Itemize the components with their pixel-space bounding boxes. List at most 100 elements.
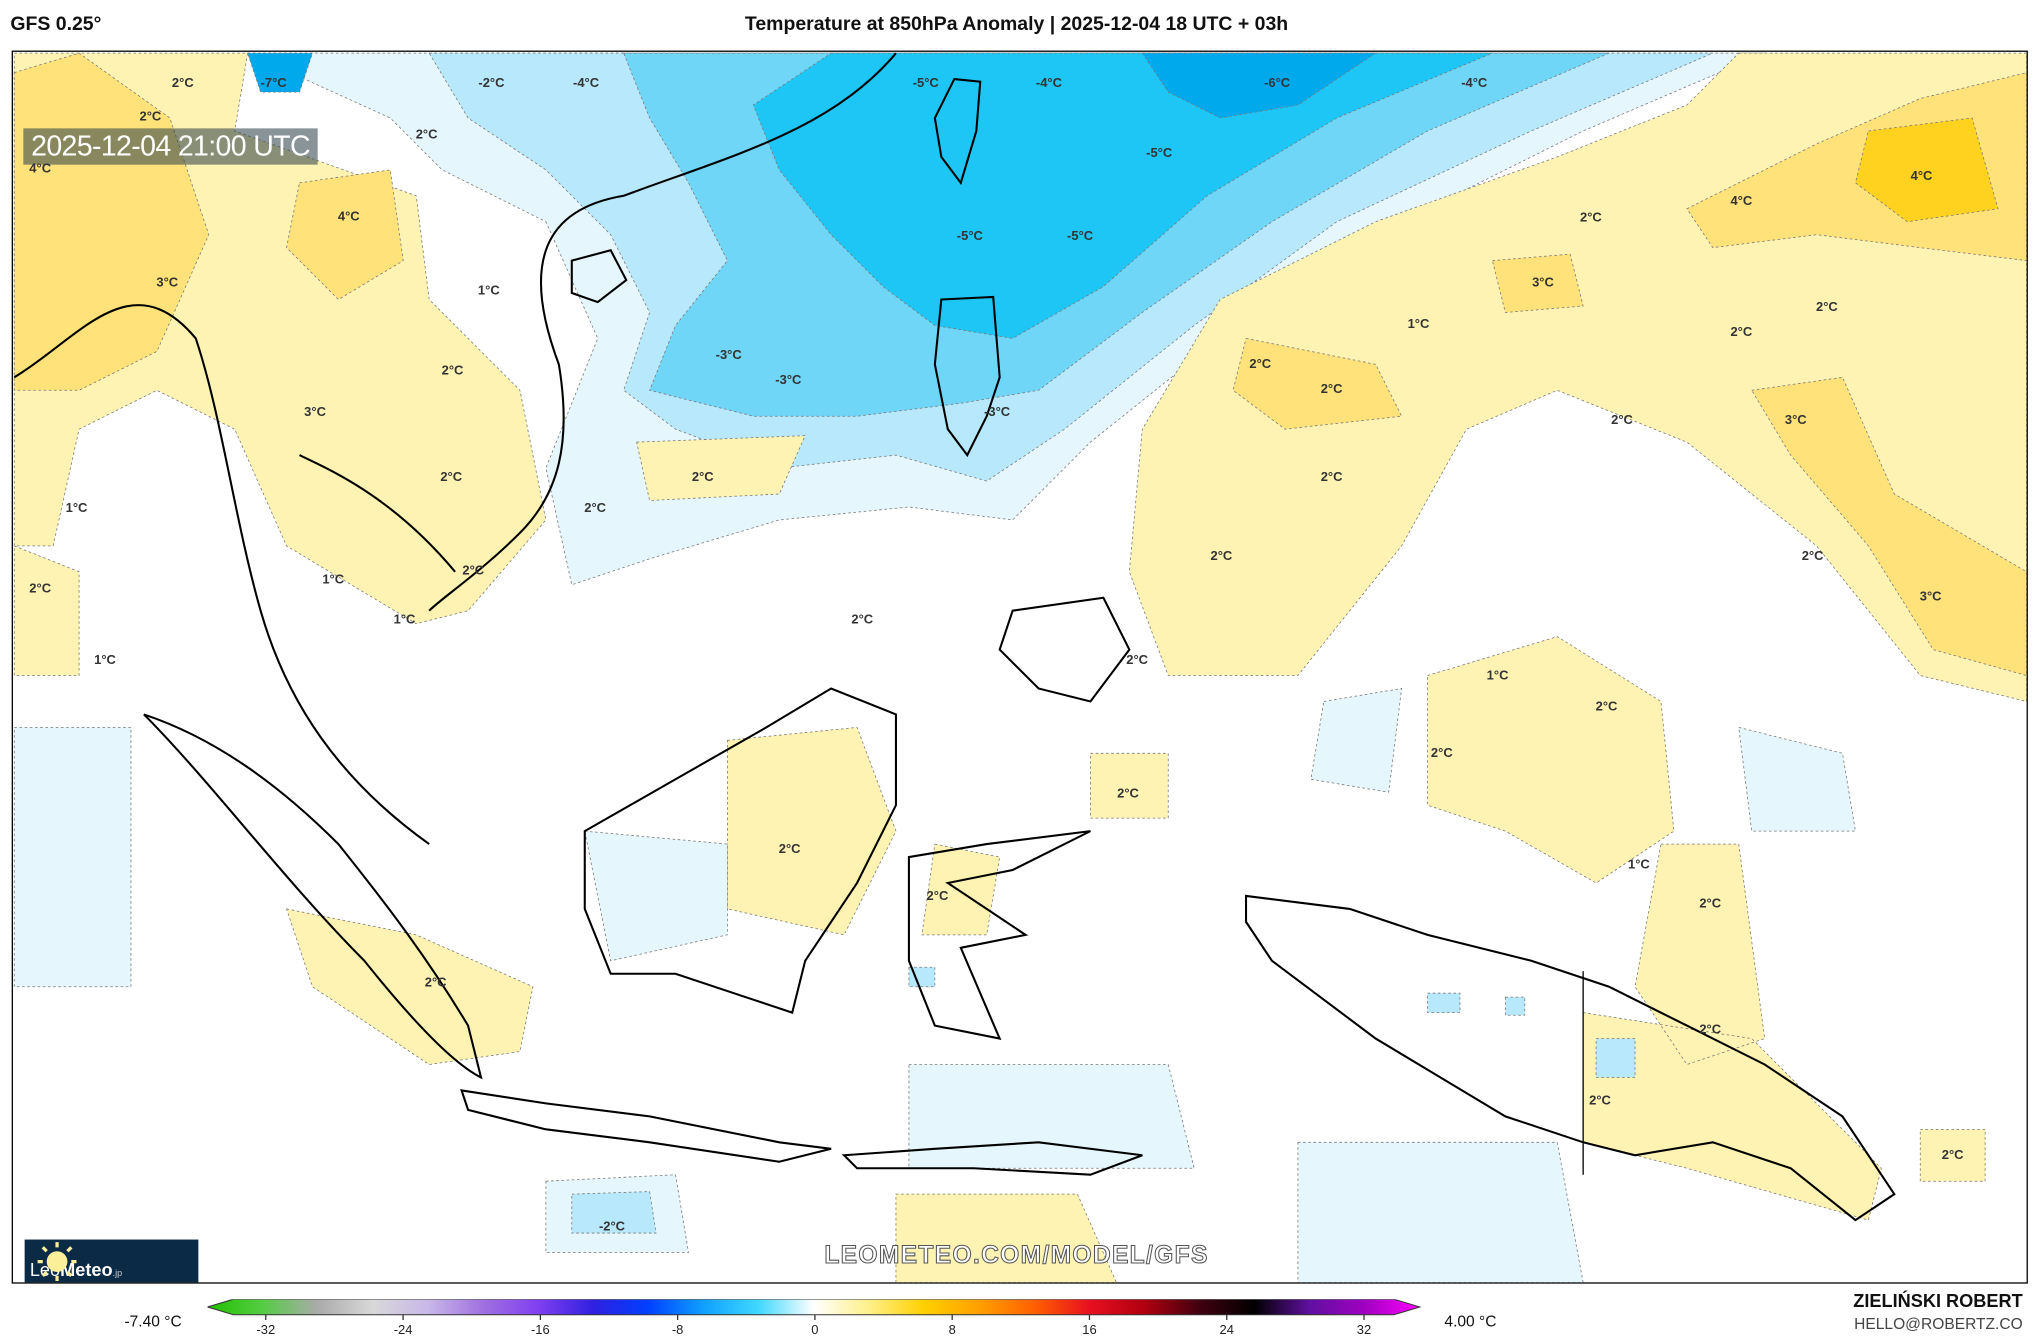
watermark-url: LEOMETEO.COM/MODEL/GFS — [824, 1242, 1209, 1270]
contour-label: -5°C — [1146, 145, 1172, 160]
cold-deep-area — [752, 52, 1493, 339]
contour-label: -5°C — [957, 228, 983, 243]
contour-label: 3°C — [304, 404, 326, 419]
contour-label: 2°C — [1816, 299, 1838, 314]
warm-right-peak — [1854, 117, 1999, 223]
contour-label: -2°C — [478, 75, 504, 90]
contour-label: 2°C — [1211, 548, 1233, 563]
contour-label: 2°C — [1596, 699, 1618, 714]
leometeo-logo[interactable]: LeoMeteo.jp — [24, 1239, 199, 1283]
anomaly-map[interactable]: 2°C -7°C 2°C -2°C -4°C -5°C -4°C -6°C -4°C -5°C -5… — [11, 50, 2028, 1284]
contour-label: 1°C — [322, 571, 344, 586]
contour-label: 2°C — [1699, 896, 1721, 911]
colorbar-tick-label: 32 — [1357, 1322, 1371, 1337]
contour-label: 2°C — [1431, 745, 1453, 760]
contour-label: 2°C — [1321, 469, 1343, 484]
contour-label: 2°C — [1942, 1147, 1964, 1162]
coast-luzon — [933, 295, 1001, 458]
cold-south-spots — [571, 966, 1636, 1234]
contour-label: 2°C — [1321, 381, 1343, 396]
map-canvas: 2°C -7°C 2°C -2°C -4°C -5°C -4°C -6°C -4°C -5°C -5… — [13, 52, 2027, 1283]
contour-label: 2°C — [1730, 324, 1752, 339]
colorbar-max-label: 4.00 °C — [1444, 1312, 1497, 1331]
contour-label: -5°C — [1067, 228, 1093, 243]
contour-label: -3°C — [716, 347, 742, 362]
coast-sumatra — [143, 713, 483, 1080]
contour-label: 2°C — [779, 841, 801, 856]
contour-label: 2°C — [462, 562, 484, 577]
author-name: ZIELIŃSKI ROBERT — [1853, 1290, 2023, 1311]
colorbar-tick-label: 8 — [949, 1322, 956, 1337]
contour-label: -4°C — [573, 75, 599, 90]
colorbar: -32 -24 -16 -8 0 8 16 24 32 — [207, 1299, 1422, 1337]
contour-label: -4°C — [1036, 75, 1062, 90]
contour-label: 2°C — [29, 581, 51, 596]
colorbar-tick-label: -8 — [672, 1322, 684, 1337]
contour-label: 2°C — [442, 363, 464, 378]
warm-right-strong — [1232, 72, 2027, 676]
anomaly-fills — [13, 52, 2027, 1283]
colorbar-tick-label: -16 — [531, 1322, 550, 1337]
map-title: Temperature at 850hPa Anomaly | 2025-12-… — [744, 12, 1289, 36]
contour-label: 2°C — [1126, 652, 1148, 667]
contour-label: 3°C — [1532, 275, 1554, 290]
colorbar-tick-label: -32 — [256, 1322, 275, 1337]
contour-label: 3°C — [156, 275, 178, 290]
coast-borneo — [583, 687, 897, 1014]
contour-label: 2°C — [1699, 1021, 1721, 1036]
contour-label: 2°C — [1580, 210, 1602, 225]
contour-label: 2°C — [927, 888, 949, 903]
contour-label: 2°C — [1802, 548, 1824, 563]
contour-label: 1°C — [478, 282, 500, 297]
colorbar-bar — [207, 1299, 1422, 1316]
coast-taiwan — [933, 77, 982, 186]
coast-new-guinea — [1244, 894, 1896, 1222]
contour-label: 1°C — [94, 652, 116, 667]
contour-label: -3°C — [984, 404, 1010, 419]
contour-label: 2°C — [584, 500, 606, 515]
contour-label: 3°C — [1920, 588, 1942, 603]
contour-label: 3°C — [1785, 412, 1807, 427]
model-label: GFS 0.25° — [10, 12, 102, 36]
sun-icon — [37, 1242, 77, 1282]
colorbar-tick-label: 24 — [1220, 1322, 1234, 1337]
logo-text: LeoMeteo.jp — [29, 1258, 123, 1280]
contour-label: 1°C — [1408, 316, 1430, 331]
contour-label: 1°C — [66, 500, 88, 515]
contour-label: 1°C — [394, 612, 416, 627]
contour-label: 2°C — [1611, 412, 1633, 427]
contour-label: 2°C — [1589, 1093, 1611, 1108]
contour-label: 2°C — [440, 469, 462, 484]
colorbar-tick-label: 0 — [811, 1322, 818, 1337]
cold-south-patches — [13, 688, 1856, 1283]
contour-label: -2°C — [599, 1218, 625, 1233]
contour-label: -7°C — [261, 75, 287, 90]
contour-label: 1°C — [1487, 667, 1509, 682]
warm-south-patches — [13, 435, 1986, 1283]
valid-time-badge: 2025-12-04 21:00 UTC — [23, 128, 318, 165]
contour-label: 2°C — [1249, 356, 1271, 371]
coast-sulawesi — [907, 830, 1091, 1040]
cold-deepest-area — [247, 52, 1377, 119]
coast-hainan — [570, 249, 628, 304]
coastlines — [13, 52, 1896, 1222]
contour-label: 2°C — [1117, 785, 1139, 800]
colorbar-tick-label: -24 — [394, 1322, 413, 1337]
contour-label: -5°C — [913, 75, 939, 90]
coast-indochina — [13, 52, 897, 845]
contour-label: 4°C — [338, 208, 360, 223]
contour-label: 4°C — [1911, 168, 1933, 183]
contour-label: 1°C — [1628, 857, 1650, 872]
contour-label: 2°C — [851, 612, 873, 627]
contour-label: 2°C — [692, 469, 714, 484]
contour-label: 4°C — [1730, 193, 1752, 208]
coast-java — [460, 1089, 832, 1163]
author-email: HELLO@ROBERTZ.CO — [1854, 1314, 2023, 1333]
contour-label: -4°C — [1461, 75, 1487, 90]
contour-label: 2°C — [140, 109, 162, 124]
contour-label: 2°C — [416, 127, 438, 142]
colorbar-tick-label: 16 — [1082, 1322, 1096, 1337]
contour-label: -3°C — [775, 372, 801, 387]
coast-mindanao — [998, 596, 1131, 703]
